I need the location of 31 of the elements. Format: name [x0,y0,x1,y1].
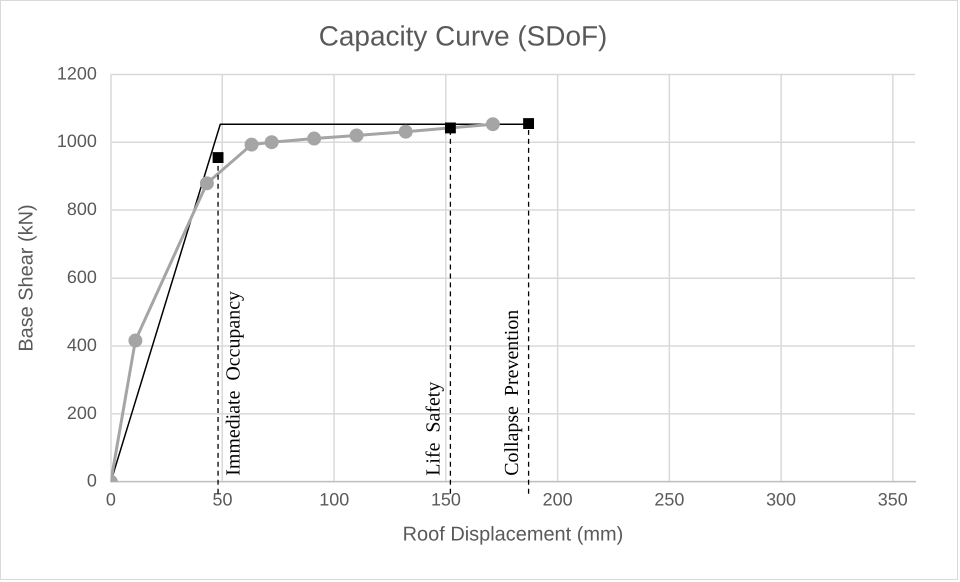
point [350,128,364,142]
y-axis-title: Base Shear (kN) [15,204,38,352]
point [264,135,279,150]
point [444,122,456,134]
point [307,132,322,146]
x-tick-label: 50 [212,489,233,510]
x-tick-label: 350 [878,489,908,510]
x-tick-label: 100 [319,489,350,510]
point [212,152,224,163]
y-tick-label: 600 [66,267,97,287]
point [244,138,259,152]
y-tick-label: 0 [86,470,97,491]
x-tick-label: 150 [430,489,461,510]
ref-line-label: Collapse Prevention [500,310,523,476]
x-tick-label: 250 [654,489,684,510]
y-tick-label: 800 [66,199,97,220]
y-tick-label: 1000 [56,131,97,152]
x-tick-label: 0 [106,489,116,510]
x-tick-label: 300 [766,489,796,510]
y-tick-label: 200 [66,402,97,423]
ref-line-label: Life Safety [422,382,445,476]
y-tick-label: 1200 [56,63,97,84]
y-tick-label: 400 [66,334,97,355]
x-axis-title: Roof Displacement (mm) [402,524,624,546]
point [523,118,534,130]
x-tick-label: 200 [542,489,573,510]
point [200,176,214,190]
point [486,117,500,132]
point [398,124,413,139]
chart-title: Capacity Curve (SDoF) [318,20,608,52]
ref-line-label: Immediate Occupancy [222,290,244,476]
